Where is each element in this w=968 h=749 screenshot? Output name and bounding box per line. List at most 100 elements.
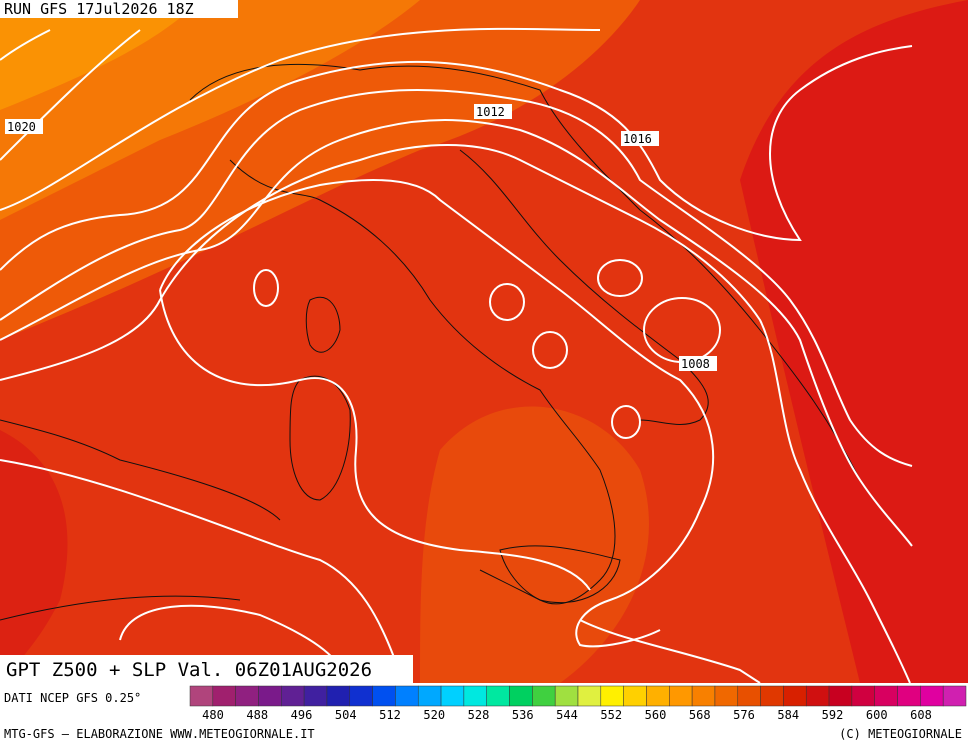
footer-left: MTG-GFS — ELABORAZIONE WWW.METEOGIORNALE… bbox=[4, 727, 315, 741]
color-swatch bbox=[372, 685, 396, 707]
color-swatch bbox=[805, 685, 830, 707]
color-swatch bbox=[783, 685, 807, 707]
colorbar-tick-label: 552 bbox=[600, 708, 622, 722]
colorbar-tick-label: 536 bbox=[512, 708, 534, 722]
color-swatch bbox=[714, 685, 739, 707]
isobar bbox=[611, 405, 641, 439]
isobar bbox=[532, 331, 568, 369]
colorbar-tick-label: 480 bbox=[202, 708, 224, 722]
colorbar-tick-label: 528 bbox=[468, 708, 490, 722]
field-band bbox=[0, 430, 68, 683]
run-box bbox=[0, 0, 238, 18]
isobar bbox=[0, 89, 913, 467]
title-box bbox=[0, 655, 413, 683]
colorbar-tick-label: 568 bbox=[689, 708, 711, 722]
color-swatch bbox=[235, 685, 259, 707]
coastline bbox=[459, 149, 709, 425]
colorbar-tick-label: 584 bbox=[777, 708, 799, 722]
isobar bbox=[253, 269, 279, 307]
contour-label: 1008 bbox=[681, 357, 710, 371]
color-swatch bbox=[897, 685, 921, 707]
color-swatch bbox=[281, 685, 305, 707]
coastline bbox=[289, 375, 351, 501]
isobar bbox=[159, 179, 715, 648]
field-band bbox=[740, 0, 968, 683]
isobar bbox=[0, 29, 141, 161]
colorbar-tick-label: 520 bbox=[423, 708, 445, 722]
color-swatch bbox=[440, 685, 465, 707]
color-swatch bbox=[874, 685, 898, 707]
contour-label: 1020 bbox=[7, 120, 36, 134]
field bbox=[0, 0, 968, 683]
color-swatch bbox=[417, 685, 442, 707]
color-swatch bbox=[258, 685, 282, 707]
color-swatch bbox=[920, 685, 944, 707]
color-swatch bbox=[532, 685, 556, 707]
field-band bbox=[0, 0, 200, 110]
colorbar-tick-label: 560 bbox=[645, 708, 667, 722]
isobar bbox=[0, 29, 51, 61]
run-label: RUN GFS 17Jul2026 18Z bbox=[4, 0, 194, 18]
colorbar-tick-label: 576 bbox=[733, 708, 755, 722]
isobar bbox=[0, 144, 911, 684]
color-swatch bbox=[395, 685, 419, 707]
color-swatch bbox=[577, 685, 602, 707]
color-swatch bbox=[600, 685, 624, 707]
colorbar-tick-label: 496 bbox=[291, 708, 313, 722]
color-swatch bbox=[349, 685, 373, 707]
color-swatch bbox=[303, 685, 328, 707]
colorbar-tick-label: 504 bbox=[335, 708, 357, 722]
color-swatch bbox=[326, 685, 351, 707]
isobar bbox=[597, 259, 643, 297]
contour-label-box bbox=[474, 104, 512, 119]
colorbar-tick-label: 544 bbox=[556, 708, 578, 722]
color-swatch bbox=[737, 685, 761, 707]
isobar bbox=[0, 45, 913, 271]
color-swatch bbox=[942, 685, 967, 707]
coastline bbox=[305, 296, 341, 353]
color-swatch bbox=[509, 685, 533, 707]
color-swatch bbox=[646, 685, 670, 707]
field-band bbox=[420, 406, 649, 683]
contour-label-box bbox=[679, 356, 717, 371]
color-swatch bbox=[669, 685, 693, 707]
isobars bbox=[0, 27, 913, 684]
color-swatch bbox=[691, 685, 716, 707]
color-swatch bbox=[760, 685, 784, 707]
colorbar-tick-label: 592 bbox=[822, 708, 844, 722]
data-source: DATI NCEP GFS 0.25° bbox=[4, 691, 141, 705]
contour-label-box bbox=[5, 119, 43, 134]
colorbar-tick-label: 608 bbox=[910, 708, 932, 722]
color-swatch bbox=[828, 685, 853, 707]
map-title: GPT Z500 + SLP Val. 06Z01AUG2026 bbox=[6, 659, 372, 681]
colorbar: 480 488 496 504 512 520 528 536 544 552 560 568 576 5… bbox=[189, 685, 967, 722]
coastline bbox=[499, 545, 621, 604]
isobar bbox=[579, 619, 761, 684]
isobar bbox=[159, 289, 591, 591]
colorbar-tick-label: 600 bbox=[866, 708, 888, 722]
isobar bbox=[489, 283, 525, 321]
contour-labels: 1020 1012 1016 1008 bbox=[5, 104, 717, 371]
isobar bbox=[0, 459, 396, 661]
colorbar-tick-label: 512 bbox=[379, 708, 401, 722]
color-swatch bbox=[554, 685, 579, 707]
contour-label-box bbox=[621, 131, 659, 146]
coastlines bbox=[0, 63, 861, 621]
contour-label: 1016 bbox=[623, 132, 652, 146]
color-swatch bbox=[851, 685, 875, 707]
color-swatch bbox=[212, 685, 236, 707]
contour-label: 1012 bbox=[476, 105, 505, 119]
coastline bbox=[229, 159, 616, 605]
footer-right: (C) METEOGIORNALE bbox=[839, 727, 962, 741]
isobar bbox=[0, 27, 601, 211]
color-swatch bbox=[486, 685, 510, 707]
colorbar-tick-label: 488 bbox=[246, 708, 268, 722]
color-swatch bbox=[463, 685, 487, 707]
color-swatch bbox=[189, 685, 214, 707]
isobar bbox=[0, 119, 913, 547]
coastline bbox=[189, 63, 861, 481]
coastline bbox=[0, 419, 281, 621]
color-swatch bbox=[623, 685, 647, 707]
